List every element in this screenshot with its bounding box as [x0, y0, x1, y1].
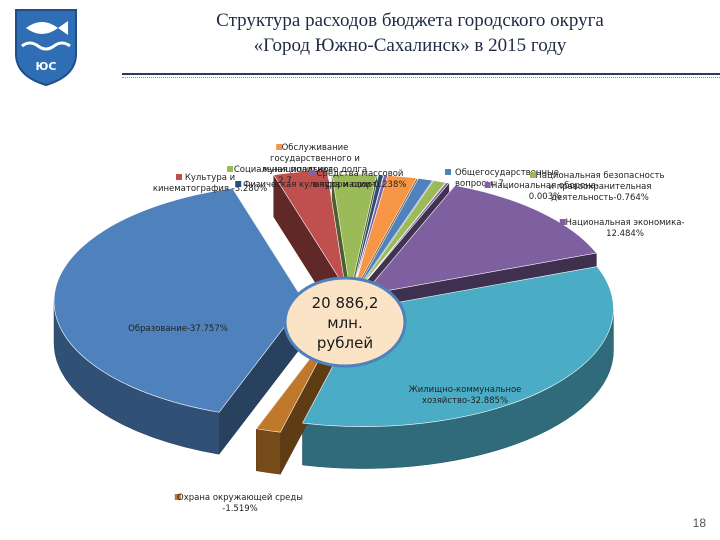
slice-label-text: Средства массовой — [317, 169, 404, 179]
slice-label-text: -1.519% — [222, 504, 257, 514]
slice-label-text: Социальная политика- — [234, 165, 336, 175]
center-total-label: рублей — [317, 334, 373, 352]
slice-label-text: Образование-37.757% — [128, 324, 228, 334]
slice-label-text: хозяйство-32.885% — [422, 396, 508, 406]
wave-icon — [21, 41, 71, 51]
slice-label: Национальная оборона-0.003% — [484, 181, 599, 202]
pie-slice — [351, 174, 384, 293]
pie-slice — [356, 182, 450, 293]
slice-label-text: Жилищно-коммунальное — [409, 385, 522, 395]
slice-label-text: Физическая культура и спорт — [243, 180, 377, 190]
slice-label-text: 0.003% — [529, 192, 561, 202]
slice-label-text: деятельность-0.764% — [551, 193, 649, 203]
slice-label-swatch — [235, 181, 242, 187]
slice-label-swatch — [276, 144, 283, 150]
slice-label-swatch — [530, 172, 536, 178]
pie-slice — [273, 169, 346, 289]
slice-label: Образование-37.757% — [122, 324, 228, 334]
slice-label-text: Культура и — [185, 173, 235, 183]
pie-slice — [354, 178, 434, 293]
slice-label: Физическая культура и спорт — [235, 180, 377, 190]
slice-label-text: Общегосударственные — [455, 168, 559, 178]
slice-label-text: информации-0.238% — [314, 180, 407, 190]
slice-label-text: 12.484% — [606, 229, 644, 239]
slice-label-swatch — [227, 166, 233, 172]
slice-label-swatch — [174, 494, 181, 500]
slice-label-text: Обслуживание — [282, 143, 349, 153]
slide-title: Структура расходов бюджета городского ок… — [120, 8, 700, 58]
city-coat-of-arms-logo: ЮС — [15, 9, 77, 87]
pie-slice-side — [256, 428, 281, 475]
fish-icon — [26, 21, 68, 35]
slice-label-swatch — [176, 174, 182, 180]
title-divider — [122, 73, 720, 75]
slide-title-line1: Структура расходов бюджета городского ок… — [216, 10, 604, 31]
logo-text: ЮС — [36, 60, 57, 73]
center-total-label: млн. — [327, 314, 362, 332]
slice-label-text: Охрана окружающей среды — [177, 493, 303, 503]
slice-label: Охрана окружающей среды-1.519% — [174, 493, 303, 514]
slice-label-text: Национальная безопасность — [536, 171, 665, 181]
pie-slice — [362, 185, 597, 296]
slice-label: Национальная экономика-12.484% — [559, 218, 685, 239]
slice-label-swatch — [407, 386, 413, 392]
slice-label-text: 2.7 — [278, 176, 292, 186]
pie-slice — [53, 187, 305, 413]
center-badge-layer: 20 886,2 млн. рублей — [283, 276, 407, 368]
slice-label-text: Национальная оборона- — [491, 181, 599, 191]
slice-label: Социальная политика-2.7 — [227, 165, 336, 186]
slice-label-text: государственного и — [270, 154, 360, 164]
slice-label-text: Национальная экономика- — [565, 218, 684, 228]
slice-label-text: и правоохранительная — [548, 182, 651, 192]
slice-label-swatch — [484, 182, 491, 188]
slice-label-text: кинематография -3.280% — [153, 184, 267, 194]
pie-slice — [352, 174, 389, 293]
slice-label-swatch — [122, 325, 129, 331]
pie-slice — [331, 173, 378, 293]
slice-label-swatch — [445, 169, 451, 175]
slice-label-swatch — [559, 219, 566, 225]
slice-label-swatch — [309, 170, 316, 176]
slide-title-line2: «Город Южно-Сахалинск» в 2015 году — [253, 35, 567, 56]
title-divider-dotted — [122, 77, 720, 78]
slice-label-text: вопросы; 7, — [455, 179, 506, 189]
center-total-label: 20 886,2 — [312, 294, 379, 312]
center-total-badge — [283, 276, 407, 368]
pie-slice — [355, 180, 447, 293]
page-number: 18 — [692, 516, 706, 530]
